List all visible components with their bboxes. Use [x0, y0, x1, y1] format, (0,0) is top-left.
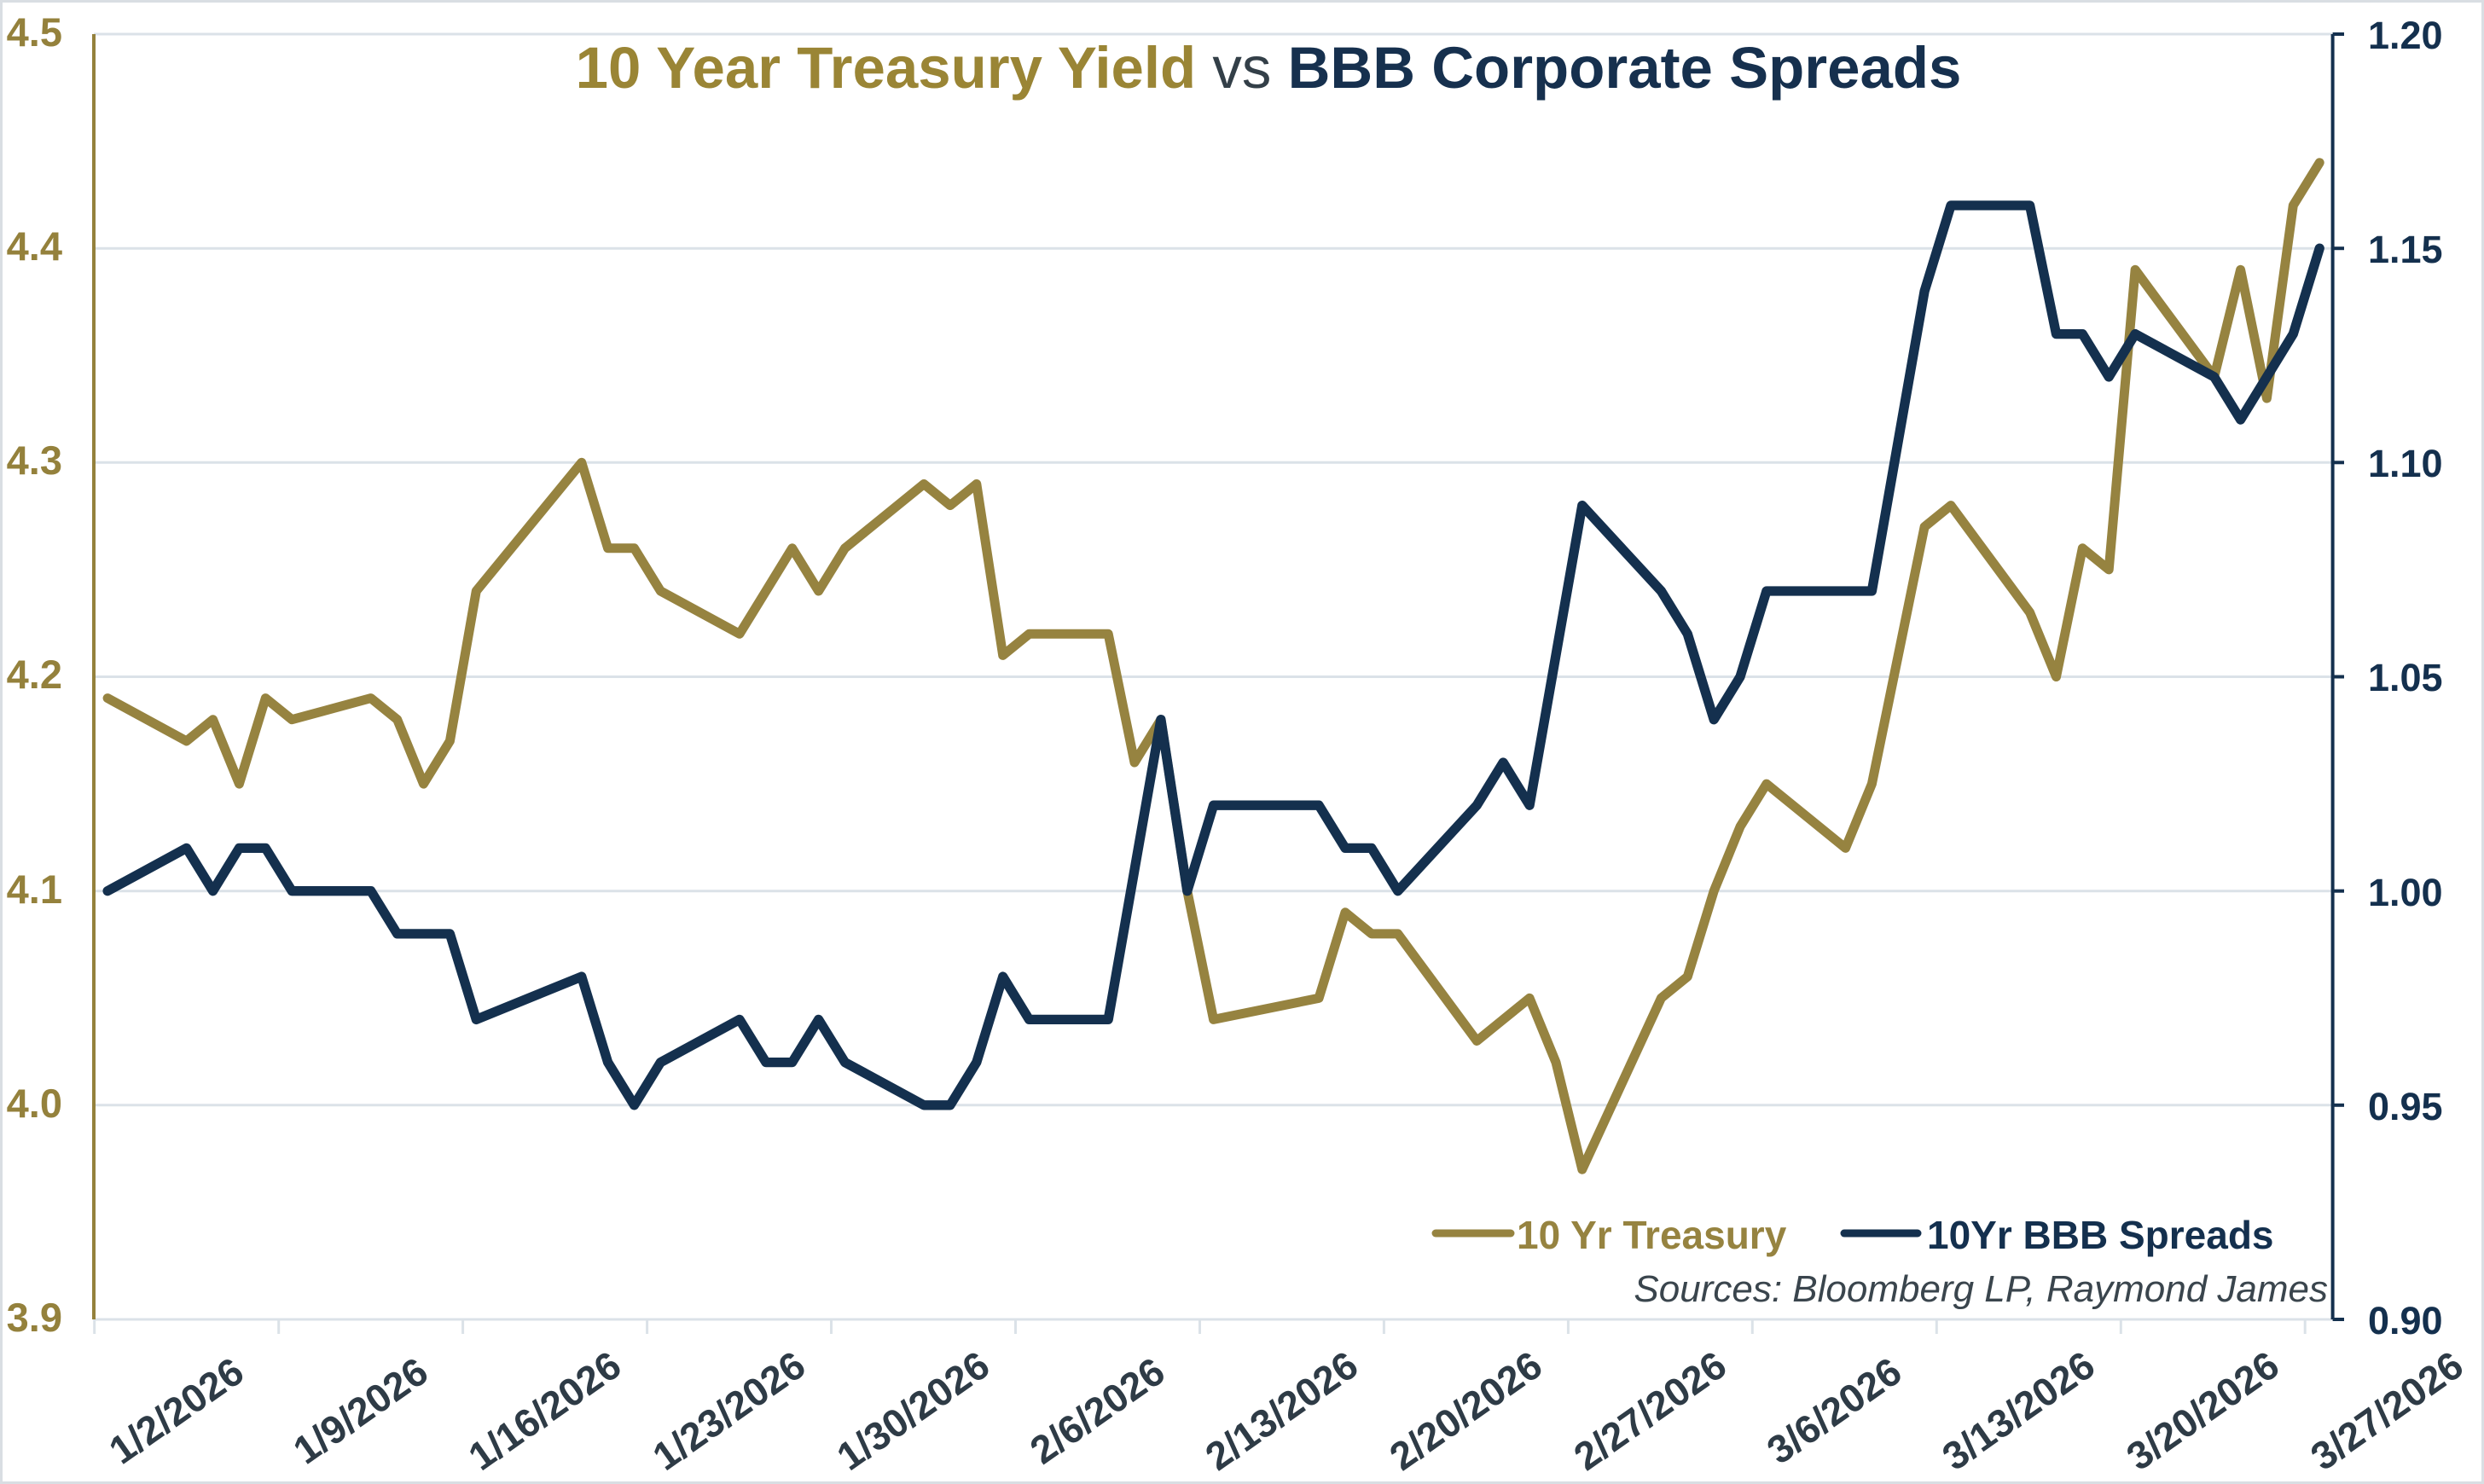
svg-text:Sources: Bloomberg LP, Raymond: Sources: Bloomberg LP, Raymond James: [1634, 1268, 2328, 1310]
svg-text:10Yr BBB Spreads: 10Yr BBB Spreads: [1927, 1213, 2274, 1257]
svg-text:2/27/2026: 2/27/2026: [1565, 1342, 1733, 1479]
svg-text:3/27/2026: 3/27/2026: [2302, 1342, 2470, 1479]
svg-text:4.5: 4.5: [7, 9, 62, 55]
svg-text:4.2: 4.2: [7, 652, 62, 697]
svg-text:1/9/2026: 1/9/2026: [285, 1348, 436, 1472]
svg-text:3/13/2026: 3/13/2026: [1934, 1342, 2102, 1479]
svg-text:2/6/2026: 2/6/2026: [1022, 1348, 1173, 1472]
svg-text:3.9: 3.9: [7, 1295, 62, 1340]
svg-text:10 Year Treasury Yield vs BBB: 10 Year Treasury Yield vs BBB Corporate …: [576, 35, 1962, 101]
svg-text:0.95: 0.95: [2368, 1085, 2443, 1128]
svg-text:1/23/2026: 1/23/2026: [645, 1342, 813, 1479]
svg-text:4.3: 4.3: [7, 438, 62, 483]
svg-text:1.00: 1.00: [2368, 871, 2443, 914]
svg-text:1/2/2026: 1/2/2026: [101, 1348, 252, 1472]
svg-text:1.10: 1.10: [2368, 442, 2443, 485]
svg-text:3/20/2026: 3/20/2026: [2118, 1342, 2286, 1479]
svg-text:1.20: 1.20: [2368, 14, 2443, 57]
svg-text:1.05: 1.05: [2368, 656, 2443, 699]
svg-text:0.90: 0.90: [2368, 1299, 2443, 1342]
svg-text:3/6/2026: 3/6/2026: [1759, 1348, 1910, 1472]
svg-text:1/30/2026: 1/30/2026: [829, 1342, 997, 1479]
svg-text:4.1: 4.1: [7, 867, 62, 912]
svg-text:10 Yr Treasury: 10 Yr Treasury: [1517, 1213, 1787, 1257]
svg-text:1.15: 1.15: [2368, 228, 2443, 271]
svg-text:2/13/2026: 2/13/2026: [1198, 1342, 1366, 1479]
svg-text:1/16/2026: 1/16/2026: [461, 1342, 629, 1479]
svg-text:2/20/2026: 2/20/2026: [1381, 1342, 1549, 1479]
svg-text:4.4: 4.4: [7, 223, 62, 269]
svg-text:4.0: 4.0: [7, 1081, 62, 1126]
